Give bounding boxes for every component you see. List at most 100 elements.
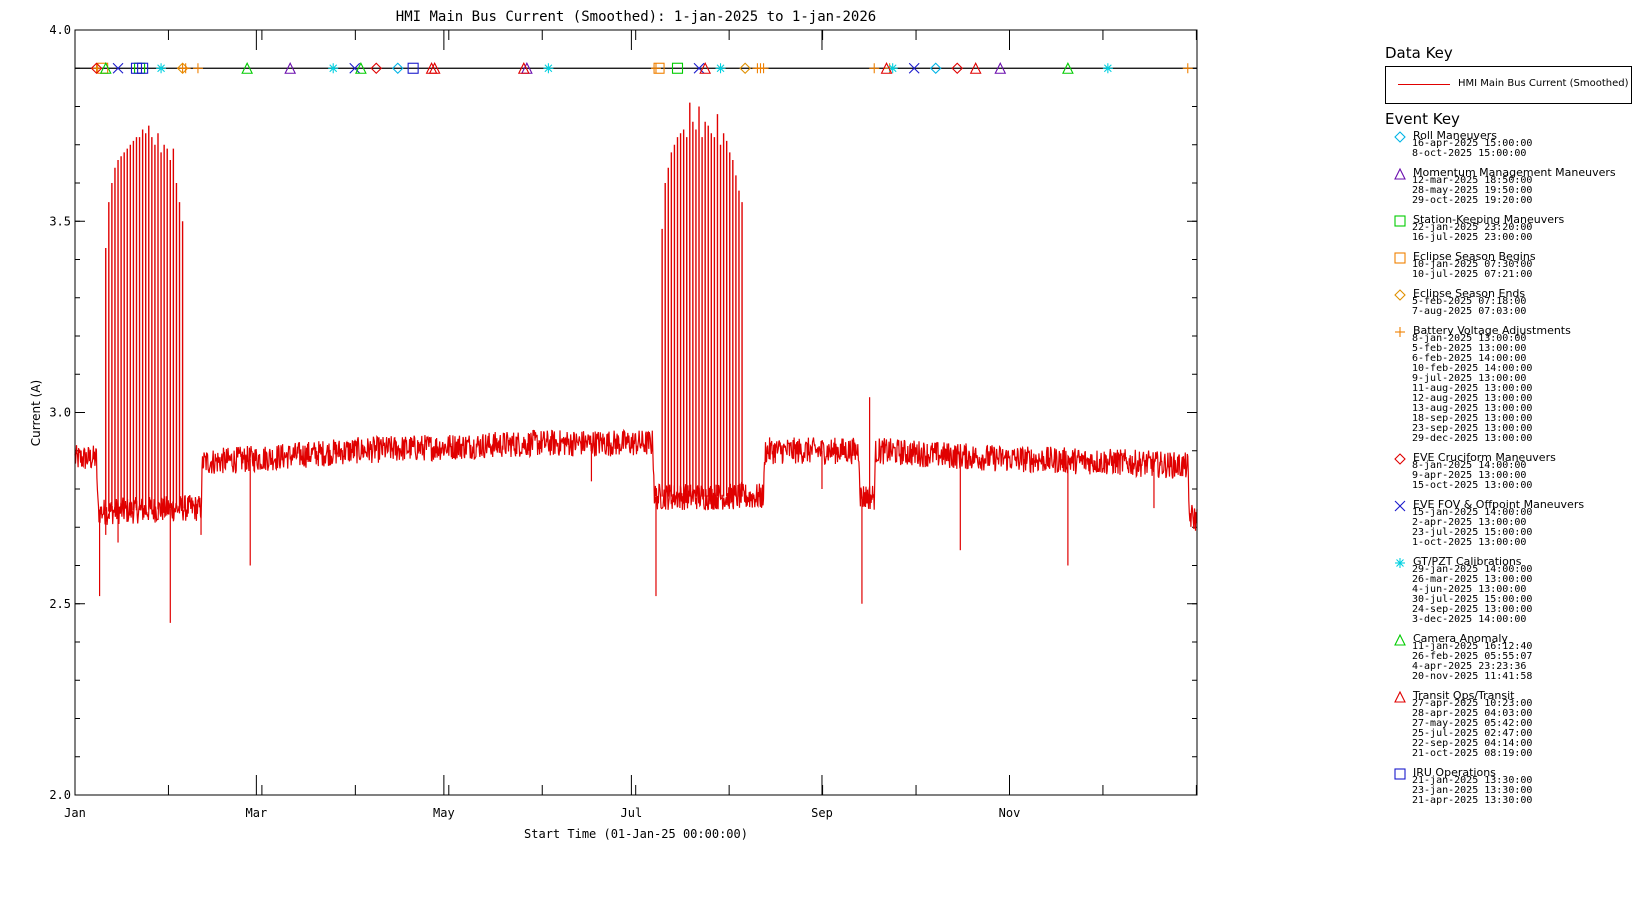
event-marker	[241, 62, 254, 74]
series-label: HMI Main Bus Current (Smoothed)	[1458, 78, 1629, 89]
event-key-date: 3-dec-2025 14:00:00	[1412, 614, 1527, 625]
event-marker	[693, 62, 705, 74]
event-marker	[354, 62, 367, 74]
event-marker	[328, 63, 339, 74]
event-marker	[715, 63, 726, 74]
event-key-date: 21-jan-2025 13:30:00	[1412, 775, 1533, 786]
event-key-date: 1-oct-2025 13:00:00	[1412, 537, 1527, 548]
event-key-dates: 16-apr-2025 15:00:00 8-oct-2025 15:00:00	[1393, 139, 1650, 159]
event-marker	[951, 62, 964, 75]
event-marker	[1394, 633, 1406, 646]
legend-panel: Data Key HMI Main Bus Current (Smoothed)…	[1385, 44, 1650, 806]
event-key-date: 11-aug-2025 13:00:00	[1412, 383, 1533, 394]
event-key-symbol	[1394, 167, 1406, 180]
event-key-item: IRU Operations 21-jan-2025 13:30:00 23-jan…	[1393, 767, 1650, 806]
series-line	[74, 428, 1198, 531]
x-axis-label: Start Time (01-Jan-25 00:00:00)	[524, 827, 748, 841]
event-key-date: 9-jul-2025 13:00:00	[1412, 373, 1527, 384]
event-key-date: 26-mar-2025 13:00:00	[1412, 574, 1533, 585]
event-marker	[1394, 167, 1406, 180]
event-key-date: 5-feb-2025 13:00:00	[1412, 343, 1527, 354]
event-key-date: 10-jul-2025 07:21:00	[1412, 269, 1533, 280]
event-marker	[880, 62, 893, 74]
event-marker	[1394, 768, 1406, 780]
event-key-name: Roll Maneuvers	[1413, 129, 1497, 142]
event-key-item: Station-Keeping Maneuvers 22-jan-2025 23:…	[1393, 214, 1650, 243]
y-tick-label: 3.0	[49, 406, 71, 420]
event-key-date: 11-jan-2025 16:12:40	[1412, 641, 1533, 652]
event-marker	[1394, 500, 1406, 512]
x-tick-label: Jul	[621, 806, 643, 820]
event-key-symbol	[1394, 289, 1406, 301]
event-key-dates: 15-jan-2025 14:00:00 2-apr-2025 13:00:00 2…	[1393, 508, 1650, 548]
event-key-dates: 27-apr-2025 10:23:00 28-apr-2025 04:03:00…	[1393, 699, 1650, 759]
event-marker	[112, 62, 124, 74]
event-marker	[869, 63, 880, 74]
event-key-date: 8-jan-2025 13:00:00	[1412, 333, 1527, 344]
event-key-date: 12-aug-2025 13:00:00	[1412, 393, 1533, 404]
event-marker	[650, 63, 661, 74]
event-key-date: 28-may-2025 19:50:00	[1412, 185, 1533, 196]
event-key-dates: 21-jan-2025 13:30:00 23-jan-2025 13:30:00…	[1393, 776, 1650, 806]
event-marker	[908, 62, 920, 74]
event-marker	[1394, 690, 1406, 703]
y-tick-label: 3.5	[49, 214, 71, 228]
event-key-date: 23-sep-2025 13:00:00	[1412, 423, 1533, 434]
event-key-date: 27-may-2025 05:42:00	[1412, 718, 1533, 729]
event-marker	[90, 62, 103, 75]
event-marker	[1394, 215, 1406, 227]
event-key-date: 16-apr-2025 15:00:00	[1412, 138, 1533, 149]
event-marker	[1395, 558, 1405, 568]
event-key-dates: 10-jan-2025 07:30:00 10-jul-2025 07:21:00	[1393, 260, 1650, 280]
event-key-dates: 22-jan-2025 23:20:00 16-jul-2025 23:00:00	[1393, 223, 1650, 243]
event-key-date: 15-oct-2025 13:00:00	[1412, 480, 1533, 491]
event-key-date: 4-jun-2025 13:00:00	[1412, 584, 1527, 595]
event-key-symbol	[1395, 327, 1405, 337]
x-tick-label: Jan	[64, 806, 86, 820]
event-marker	[91, 63, 102, 74]
event-key-date: 13-aug-2025 13:00:00	[1412, 403, 1533, 414]
event-key-name: Eclipse Season Ends	[1413, 287, 1526, 300]
event-key-symbol	[1394, 768, 1406, 780]
event-key-name: IRU Operations	[1413, 766, 1496, 779]
x-tick-label: Mar	[246, 806, 268, 820]
event-marker	[1394, 252, 1406, 264]
event-key-item: Roll Maneuvers 16-apr-2025 15:00:00 8-oct-…	[1393, 130, 1650, 159]
event-key-title: Event Key	[1385, 110, 1460, 128]
x-tick-label: May	[433, 806, 455, 820]
event-key-dates: 11-jan-2025 16:12:40 26-feb-2025 05:55:07…	[1393, 642, 1650, 682]
event-key-item: Eclipse Season Begins 10-jan-2025 07:30:0…	[1393, 251, 1650, 280]
event-key-symbol	[1394, 453, 1406, 465]
event-marker	[349, 62, 361, 74]
event-key-name: Battery Voltage Adjustments	[1413, 324, 1571, 337]
event-marker	[156, 63, 167, 74]
event-key-symbol	[1395, 558, 1405, 568]
event-key-date: 20-nov-2025 11:41:58	[1412, 671, 1533, 682]
event-key-date: 29-jan-2025 14:00:00	[1412, 564, 1533, 575]
event-key-date: 12-mar-2025 18:50:00	[1412, 175, 1533, 186]
event-marker	[1394, 289, 1406, 301]
event-marker	[1182, 63, 1193, 74]
event-key-name: Station-Keeping Maneuvers	[1413, 213, 1565, 226]
event-marker	[180, 63, 191, 74]
event-key-date: 9-apr-2025 13:00:00	[1412, 470, 1527, 481]
event-key-date: 7-aug-2025 07:03:00	[1412, 306, 1527, 317]
event-key-name: EVE FOV & Offpoint Maneuvers	[1413, 498, 1585, 511]
event-key-date: 28-apr-2025 04:03:00	[1412, 708, 1533, 719]
event-key-date: 22-sep-2025 04:14:00	[1412, 738, 1533, 749]
event-key-name: Camera Anomaly	[1413, 632, 1508, 645]
event-key-dates: 12-mar-2025 18:50:00 28-may-2025 19:50:00…	[1393, 176, 1650, 206]
event-marker	[699, 62, 712, 74]
event-marker	[370, 62, 383, 75]
event-key-symbol	[1394, 131, 1406, 143]
plot-frame	[74, 29, 1198, 796]
y-tick-label: 2.0	[49, 788, 71, 802]
event-key-date: 5-feb-2025 07:18:00	[1412, 296, 1527, 307]
event-marker	[517, 62, 530, 74]
event-key-symbol	[1394, 633, 1406, 646]
event-key-symbol	[1394, 215, 1406, 227]
data-key-box: HMI Main Bus Current (Smoothed)	[1385, 66, 1632, 104]
event-key-name: Transit Ops/Transit	[1413, 689, 1515, 702]
event-marker	[391, 62, 404, 75]
event-key-date: 10-jan-2025 07:30:00	[1412, 259, 1533, 270]
